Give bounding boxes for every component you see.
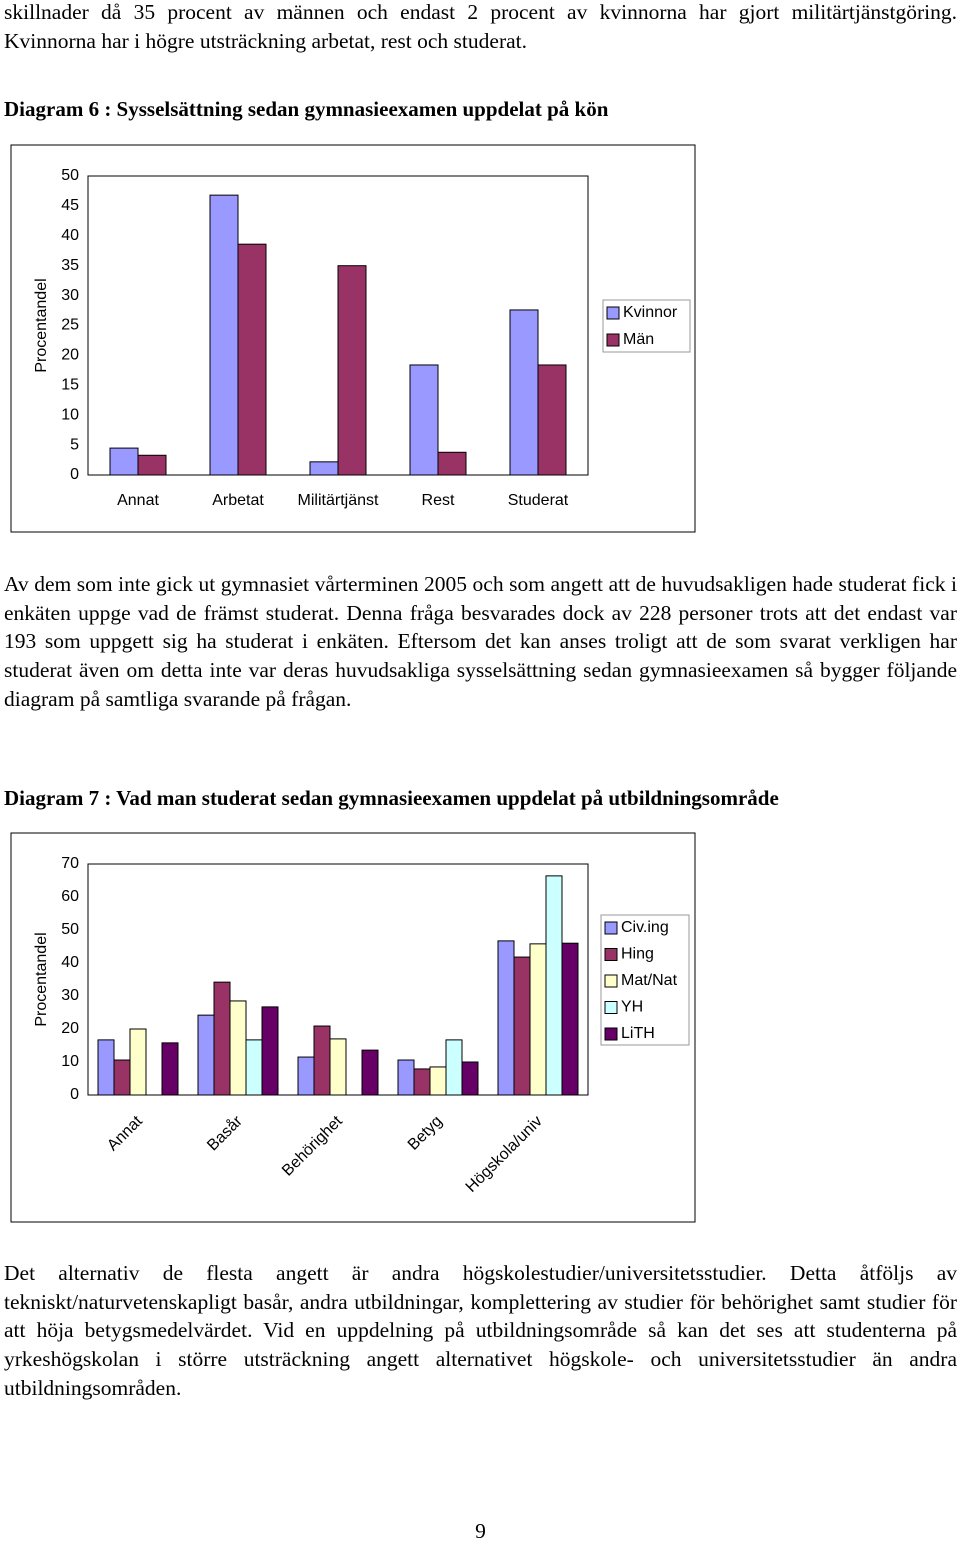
legend-label: LiTH [621, 1025, 655, 1042]
bar [261, 1006, 279, 1096]
y-axis-label: Procentandel [33, 932, 50, 1026]
bar [129, 1028, 147, 1096]
bar [213, 981, 231, 1096]
x-tick-label: Studerat [508, 492, 569, 509]
y-tick-label: 10 [61, 406, 79, 423]
bar [545, 875, 563, 1096]
y-tick-label: 30 [61, 987, 79, 1004]
chart-title: Diagram 6 : Sysselsättning sedan gymnasi… [4, 97, 609, 121]
paragraph: Det alternativ de flesta angett är andra… [4, 1261, 957, 1400]
bar [497, 940, 515, 1096]
bar [513, 956, 531, 1096]
y-tick-label: 15 [61, 377, 79, 394]
bar [361, 1049, 379, 1096]
paragraph: skillnader då 35 procent av männen och e… [4, 0, 957, 53]
y-tick-label: 60 [61, 888, 79, 905]
legend-label: Civ.ing [621, 919, 669, 936]
legend-label: Mat/Nat [621, 972, 678, 989]
y-axis-label: Procentandel [33, 278, 50, 372]
bar [529, 943, 547, 1096]
bar [313, 1025, 331, 1096]
y-tick-label: 0 [70, 466, 79, 483]
bar [445, 1039, 463, 1096]
y-tick-label: 70 [61, 855, 79, 872]
y-tick-label: 40 [61, 227, 79, 244]
legend-label: YH [621, 999, 643, 1016]
bar [113, 1059, 131, 1096]
bar [509, 309, 539, 476]
bar [437, 451, 467, 476]
legend-swatch [604, 921, 618, 935]
bar [209, 194, 239, 476]
bar [537, 364, 567, 476]
x-tick-label: Arbetat [212, 492, 264, 509]
bar [197, 1014, 215, 1096]
y-tick-label: 50 [61, 167, 79, 184]
bar [97, 1039, 115, 1096]
bar [413, 1068, 431, 1096]
bar [461, 1061, 479, 1096]
bar [229, 1000, 247, 1096]
bar [429, 1066, 447, 1096]
bar [297, 1056, 315, 1096]
chart-title: Diagram 7 : Vad man studerat sedan gymna… [4, 786, 779, 810]
legend-swatch [606, 306, 620, 320]
legend-swatch [606, 333, 620, 347]
y-tick-label: 0 [70, 1086, 79, 1103]
bar [561, 942, 579, 1096]
y-tick-label: 40 [61, 954, 79, 971]
y-tick-label: 25 [61, 317, 79, 334]
legend-swatch [604, 948, 618, 961]
legend-swatch [604, 1001, 618, 1014]
bar [237, 243, 267, 476]
y-tick-label: 30 [61, 287, 79, 304]
y-tick-label: 20 [61, 347, 79, 364]
bar [109, 447, 139, 476]
bar [309, 461, 339, 476]
bar [337, 265, 367, 476]
y-tick-label: 5 [70, 436, 79, 453]
page-number: 9 [475, 1519, 486, 1543]
x-tick-label: Militärtjänst [298, 492, 379, 509]
bar [409, 364, 439, 476]
legend-swatch [604, 1027, 618, 1041]
bar [245, 1039, 263, 1096]
y-tick-label: 35 [61, 257, 79, 274]
y-tick-label: 45 [61, 197, 79, 214]
bar [329, 1038, 347, 1096]
legend-swatch [604, 974, 618, 988]
bar [137, 454, 167, 476]
paragraph: Av dem som inte gick ut gymnasiet vårter… [4, 572, 957, 711]
bar [161, 1042, 179, 1096]
legend-label: Hing [621, 946, 654, 963]
legend-label: Kvinnor [623, 304, 678, 321]
bar [397, 1059, 415, 1096]
y-tick-label: 20 [61, 1020, 79, 1037]
x-tick-label: Rest [422, 492, 455, 509]
x-tick-label: Annat [117, 492, 159, 509]
y-tick-label: 10 [61, 1053, 79, 1070]
legend-label: Män [623, 331, 654, 348]
y-tick-label: 50 [61, 921, 79, 938]
